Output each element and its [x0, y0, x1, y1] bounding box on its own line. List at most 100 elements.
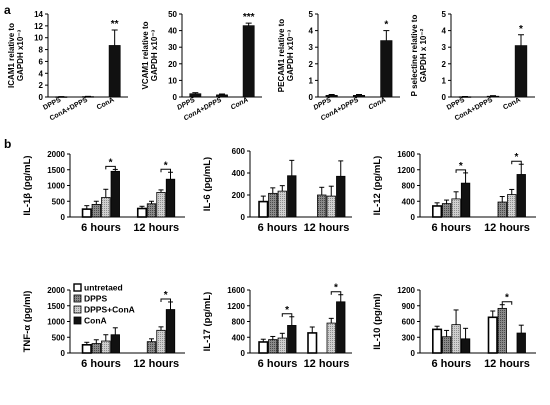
y-tick-label: 2: [39, 81, 44, 90]
x-tick-label: DPPS: [446, 96, 466, 111]
legend-entry: ConA: [84, 316, 107, 326]
bar: [146, 341, 157, 354]
bar: [81, 344, 92, 354]
y-tick-label: 1: [442, 76, 447, 85]
significance-marker: *: [519, 24, 523, 35]
bar: [441, 336, 452, 354]
y-tick-label: 0: [61, 213, 66, 222]
bar: [326, 322, 336, 354]
significance-marker: *: [334, 283, 338, 294]
x-tick-label: ConA: [367, 97, 387, 112]
bar: [460, 338, 471, 354]
significance-marker: *: [459, 161, 463, 172]
y-axis-label: IL-17 (pg/mL): [202, 292, 213, 352]
bar: [108, 45, 121, 98]
y-tick-label: 600: [402, 318, 416, 327]
bar: [81, 208, 92, 218]
legend-swatch: [73, 305, 82, 314]
chart-b2: 0 200 400 600 IL-6 (pg/mL) 6 hours 12 hours: [202, 147, 352, 234]
x-tick-label: 6 hours: [81, 358, 121, 370]
y-axis-label: IL-1β (pg/mL): [22, 155, 33, 215]
bar: [516, 174, 526, 218]
x-tick-label: 6 hours: [258, 222, 298, 234]
y-tick-label: 40: [168, 27, 177, 36]
bar: [432, 205, 443, 218]
y-tick-label: 5: [442, 10, 447, 19]
legend-entry: DPPS+ConA: [84, 305, 135, 315]
bar: [101, 197, 111, 218]
y-tick-label: 400: [402, 197, 416, 206]
y-tick-label: 12: [34, 22, 43, 31]
significance-marker: *: [285, 305, 289, 316]
y-tick-label: 300: [402, 333, 416, 342]
significance-bracket: [160, 298, 171, 302]
significance-marker: *: [505, 293, 509, 304]
y-tick-label: 500: [52, 197, 66, 206]
bar: [242, 25, 255, 98]
y-axis-label: IL-10 (pg/ml): [372, 293, 383, 349]
y-axis-label: GAPDH x10⁻³: [286, 29, 295, 81]
legend-swatch: [73, 294, 82, 303]
y-tick-label: 1200: [397, 166, 415, 175]
y-tick-label: 2: [442, 60, 447, 69]
bar: [460, 182, 471, 218]
y-tick-label: 0: [241, 213, 246, 222]
bar: [277, 190, 287, 218]
bar: [441, 203, 452, 218]
y-tick-label: 50: [168, 10, 177, 19]
significance-bracket: [281, 313, 293, 317]
significance-bracket: [160, 168, 171, 173]
y-tick-label: 0: [241, 349, 246, 358]
y-tick-label: 10: [34, 34, 43, 43]
bar: [507, 194, 517, 218]
y-axis-label: VCAM1 relative to: [141, 21, 150, 89]
y-tick-label: 1600: [227, 286, 245, 295]
bar: [487, 316, 498, 354]
chart-a4: 0 1 2 3 4 5 P selectine relative to GAPDH x 10⁻…: [410, 10, 535, 122]
x-tick-label: 6 hours: [431, 358, 471, 370]
y-tick-label: 10: [168, 76, 177, 85]
y-tick-label: 0: [39, 93, 44, 102]
y-axis-label: GAPDH x10⁻³: [16, 29, 25, 81]
y-tick-label: 5: [309, 10, 314, 19]
y-axis-label: GAPDH x10⁻³: [150, 29, 159, 81]
significance-marker: ***: [243, 12, 255, 23]
y-tick-label: 1200: [397, 286, 415, 295]
y-tick-label: 1500: [47, 166, 65, 175]
chart-a3: 0 1 2 3 4 5 PECAM1 relative to GAPDH x10⁻³ DPPS C…: [277, 10, 400, 122]
y-tick-label: 2000: [47, 286, 65, 295]
y-tick-label: 1600: [397, 150, 415, 159]
bar: [380, 40, 393, 98]
y-tick-label: 900: [402, 302, 416, 311]
y-tick-label: 0: [411, 349, 416, 358]
x-tick-label: 6 hours: [81, 222, 121, 234]
y-tick-label: 0: [442, 93, 447, 102]
significance-bracket: [501, 301, 513, 305]
significance-bracket: [511, 160, 522, 165]
significance-marker: *: [164, 160, 168, 171]
y-tick-label: 1000: [47, 182, 65, 191]
bar: [432, 328, 443, 354]
y-tick-label: 1500: [47, 302, 65, 311]
y-tick-label: 200: [232, 191, 246, 200]
bar: [268, 339, 278, 354]
chart-b6: 0 300 600 900 1200 IL-10 (pg/ml) 6 hours 12 hou…: [372, 286, 536, 370]
y-tick-label: 6: [39, 57, 44, 66]
y-tick-label: 30: [168, 43, 177, 52]
bar: [451, 324, 461, 354]
panel-a-letter: a: [4, 3, 11, 17]
bar: [336, 175, 346, 218]
bar: [110, 334, 120, 354]
y-tick-label: 500: [52, 333, 66, 342]
y-tick-label: 400: [232, 169, 246, 178]
y-tick-label: 800: [232, 318, 246, 327]
bar: [91, 343, 101, 354]
x-tick-label: 6 hours: [258, 358, 298, 370]
chart-b4: 0 500 1000 1500 2000 TNF-α (pg/ml) 6 hours 12 h…: [22, 283, 185, 370]
bar: [336, 301, 346, 354]
bar: [451, 198, 461, 218]
x-tick-label: 12 hours: [484, 222, 530, 234]
